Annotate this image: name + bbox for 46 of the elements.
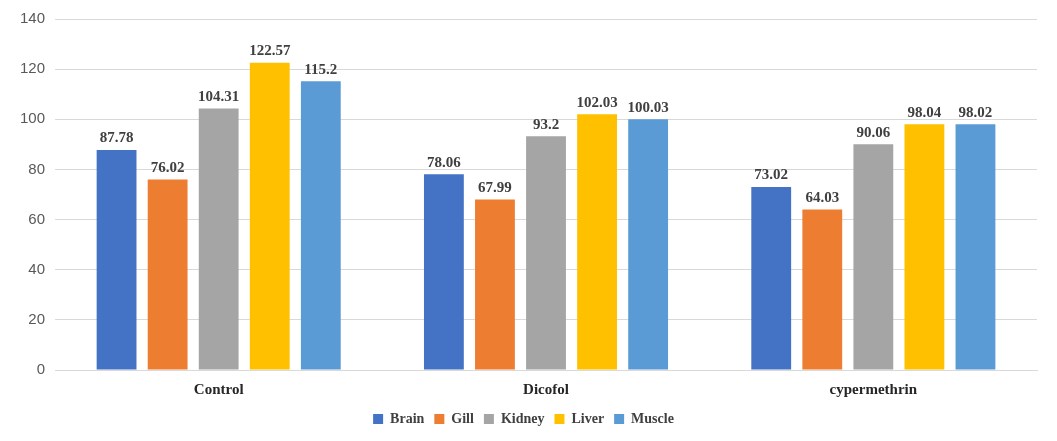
- bar: [147, 179, 188, 370]
- legend-label: Kidney: [500, 410, 545, 426]
- data-label: 73.02: [754, 166, 789, 183]
- data-label: 102.03: [576, 93, 618, 110]
- y-tick-label: 140: [20, 9, 46, 27]
- data-label: 98.04: [907, 103, 942, 120]
- bar: [802, 209, 843, 370]
- y-tick-label: 100: [20, 109, 46, 127]
- data-label: 78.06: [427, 153, 462, 170]
- data-label: 67.99: [478, 178, 512, 195]
- bar: [628, 119, 669, 370]
- bar: [853, 144, 894, 370]
- data-label: 122.57: [249, 42, 291, 59]
- y-tick-label: 120: [20, 59, 46, 77]
- bar: [300, 81, 341, 370]
- data-label: 93.2: [532, 115, 560, 132]
- bar: [526, 136, 566, 370]
- bar: [577, 114, 617, 370]
- data-label: 87.78: [99, 129, 134, 146]
- y-tick-label: 0: [36, 360, 46, 378]
- data-label: 98.02: [958, 103, 993, 120]
- bar: [249, 62, 290, 370]
- y-tick-label: 60: [28, 209, 46, 227]
- y-tick-label: 80: [28, 159, 46, 177]
- bar: [475, 199, 515, 370]
- bar: [904, 124, 945, 370]
- data-label: 64.03: [805, 188, 840, 205]
- data-label: 104.31: [198, 87, 240, 104]
- data-label: 76.02: [150, 158, 185, 175]
- x-tick-label: cypermethrin: [829, 380, 918, 397]
- y-tick-label: 40: [28, 259, 46, 277]
- data-label: 90.06: [856, 123, 891, 140]
- bar: [198, 108, 239, 370]
- legend-label: Muscle: [631, 410, 674, 426]
- legend-label: Brain: [390, 410, 425, 426]
- legend-label: Liver: [571, 410, 605, 426]
- data-label: 115.2: [304, 60, 338, 77]
- legend-label: Gill: [451, 410, 475, 426]
- bar: [955, 124, 996, 370]
- x-tick-label: Control: [193, 380, 244, 397]
- data-label: 100.03: [627, 98, 669, 115]
- y-tick-label: 20: [28, 310, 46, 327]
- bar: [96, 149, 137, 370]
- bar: [423, 174, 464, 370]
- x-tick-label: Dicofol: [523, 380, 569, 397]
- bar: [751, 186, 792, 370]
